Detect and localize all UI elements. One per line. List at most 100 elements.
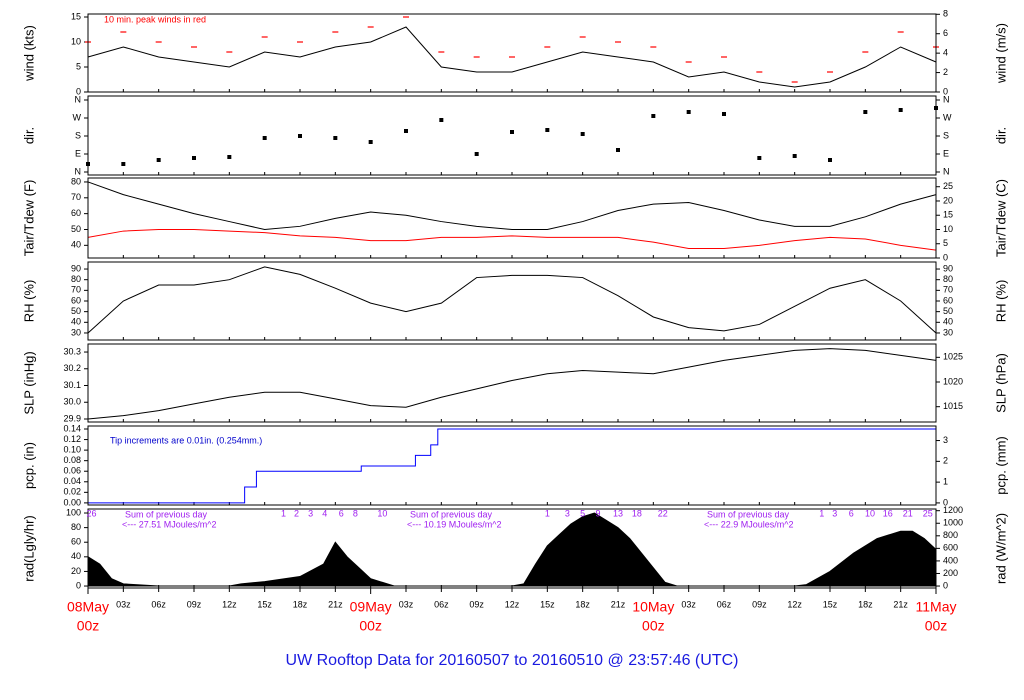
dir-point — [863, 110, 868, 114]
x-tick-label: 06z — [434, 599, 449, 609]
y-axis-label: dir. — [21, 127, 36, 144]
hour-mark: 5 — [580, 508, 585, 518]
y-axis-label: RH (%) — [21, 280, 36, 323]
y2-tick-label: 5 — [943, 238, 948, 248]
y-axis-label: pcp. (in) — [21, 442, 36, 489]
y2-tick-label: 0 — [943, 86, 948, 96]
x-tick-label: 21z — [611, 599, 626, 609]
y2-tick-label: 1000 — [943, 518, 963, 528]
series-line — [87, 348, 937, 420]
panel-frame — [87, 177, 937, 259]
dir-point — [404, 129, 408, 133]
y2-tick-label: 800 — [943, 530, 958, 540]
x-tick-label: 06z — [717, 599, 732, 609]
panel-note: Tip increments are 0.01in. (0.254mm.) — [110, 435, 262, 445]
y2-tick-label: 0 — [943, 497, 948, 507]
x-tick-label: 09z — [469, 599, 484, 609]
y-tick-label: 0.12 — [63, 434, 81, 444]
hour-mark: 1 — [545, 508, 550, 518]
x-tick-label: 09z — [187, 599, 202, 609]
y-tick-label: 0.04 — [63, 476, 81, 486]
x-tick-label: 18z — [858, 599, 873, 609]
y-tick-label: 0.14 — [63, 423, 81, 433]
y-axis-label: SLP (inHg) — [21, 351, 36, 414]
dir-point — [686, 110, 691, 114]
x-tick-label: 06z — [151, 599, 166, 609]
sum-value: <--- 27.51 MJoules/m^2 — [122, 519, 217, 529]
hour-mark: 10 — [865, 508, 875, 518]
y-axis-label: rad(Lgly/hr) — [21, 515, 36, 581]
x-tick-label: 21z — [893, 599, 908, 609]
y2-tick-label: 1020 — [943, 376, 963, 386]
y2-axis-label: dir. — [993, 127, 1008, 144]
y2-tick-label: 6 — [943, 28, 948, 38]
y2-axis-label: rad (W/m^2) — [993, 513, 1008, 584]
hour-mark: 1 — [819, 508, 824, 518]
series-line — [87, 266, 937, 334]
y-tick-label: 60 — [71, 208, 81, 218]
y-tick-label: 0.08 — [63, 455, 81, 465]
y2-tick-label: 90 — [943, 263, 953, 273]
x-tick-label: 12z — [505, 599, 520, 609]
x-tick-label: 03z — [116, 599, 131, 609]
y-tick-label: N — [75, 94, 82, 104]
hour-mark: 13 — [613, 508, 623, 518]
sum-label: Sum of previous day — [410, 509, 493, 519]
y-axis-label: Tair/Tdew (F) — [21, 180, 36, 257]
dir-point — [898, 108, 903, 112]
precip-step — [88, 428, 936, 504]
y-tick-label: S — [75, 130, 81, 140]
y2-tick-label: S — [943, 130, 949, 140]
y-axis-label: wind (kts) — [21, 25, 36, 82]
dir-point — [616, 148, 620, 152]
y2-tick-label: N — [943, 94, 950, 104]
chart-title: UW Rooftop Data for 20160507 to 20160510… — [286, 652, 739, 669]
y2-tick-label: W — [943, 112, 952, 122]
sum-value: <--- 22.9 MJoules/m^2 — [704, 519, 794, 529]
y-tick-label: 40 — [71, 317, 81, 327]
y-tick-label: 90 — [71, 263, 81, 273]
y-tick-label: W — [73, 112, 82, 122]
panel-frame — [87, 13, 937, 93]
date-sub-label: 00z — [77, 618, 100, 634]
hour-mark: 21 — [903, 508, 913, 518]
y2-tick-label: 1015 — [943, 401, 963, 411]
y-tick-label: 30.3 — [63, 346, 81, 356]
hour-mark: 25 — [923, 508, 933, 518]
date-sub-label: 00z — [359, 618, 382, 634]
panel-frame — [87, 95, 937, 176]
y-tick-label: 60 — [71, 537, 81, 547]
y-tick-label: 40 — [71, 240, 81, 250]
y-tick-label: 30.2 — [63, 363, 81, 373]
y2-tick-label: 400 — [943, 555, 958, 565]
sum-label: Sum of previous day — [125, 509, 208, 519]
dir-point — [722, 112, 726, 116]
y2-tick-label: 1200 — [943, 505, 963, 515]
sum-label: Sum of previous day — [707, 509, 790, 519]
x-tick-label: 21z — [328, 599, 343, 609]
dir-point — [474, 152, 479, 156]
date-sub-label: 00z — [642, 618, 665, 634]
y2-axis-label: wind (m/s) — [993, 23, 1008, 84]
dir-point — [298, 134, 302, 138]
y-tick-label: 30 — [71, 327, 81, 337]
dir-point — [510, 130, 514, 134]
y-tick-label: 60 — [71, 295, 81, 305]
x-tick-label: 12z — [787, 599, 802, 609]
x-tick-label: 15z — [540, 599, 555, 609]
y2-tick-label: 1025 — [943, 352, 963, 362]
y-tick-label: 29.9 — [63, 413, 81, 423]
y2-tick-label: 200 — [943, 568, 958, 578]
y-tick-label: 0.10 — [63, 444, 81, 454]
y2-axis-label: Tair/Tdew (C) — [993, 179, 1008, 257]
y-tick-label: 30.0 — [63, 397, 81, 407]
y-tick-label: E — [75, 148, 81, 158]
x-tick-label: 03z — [681, 599, 696, 609]
y-tick-label: 15 — [71, 11, 81, 21]
y2-tick-label: 15 — [943, 210, 953, 220]
y-tick-label: 80 — [71, 274, 81, 284]
dir-point — [757, 156, 762, 160]
x-tick-label: 15z — [823, 599, 838, 609]
date-label: 08May — [67, 599, 109, 615]
